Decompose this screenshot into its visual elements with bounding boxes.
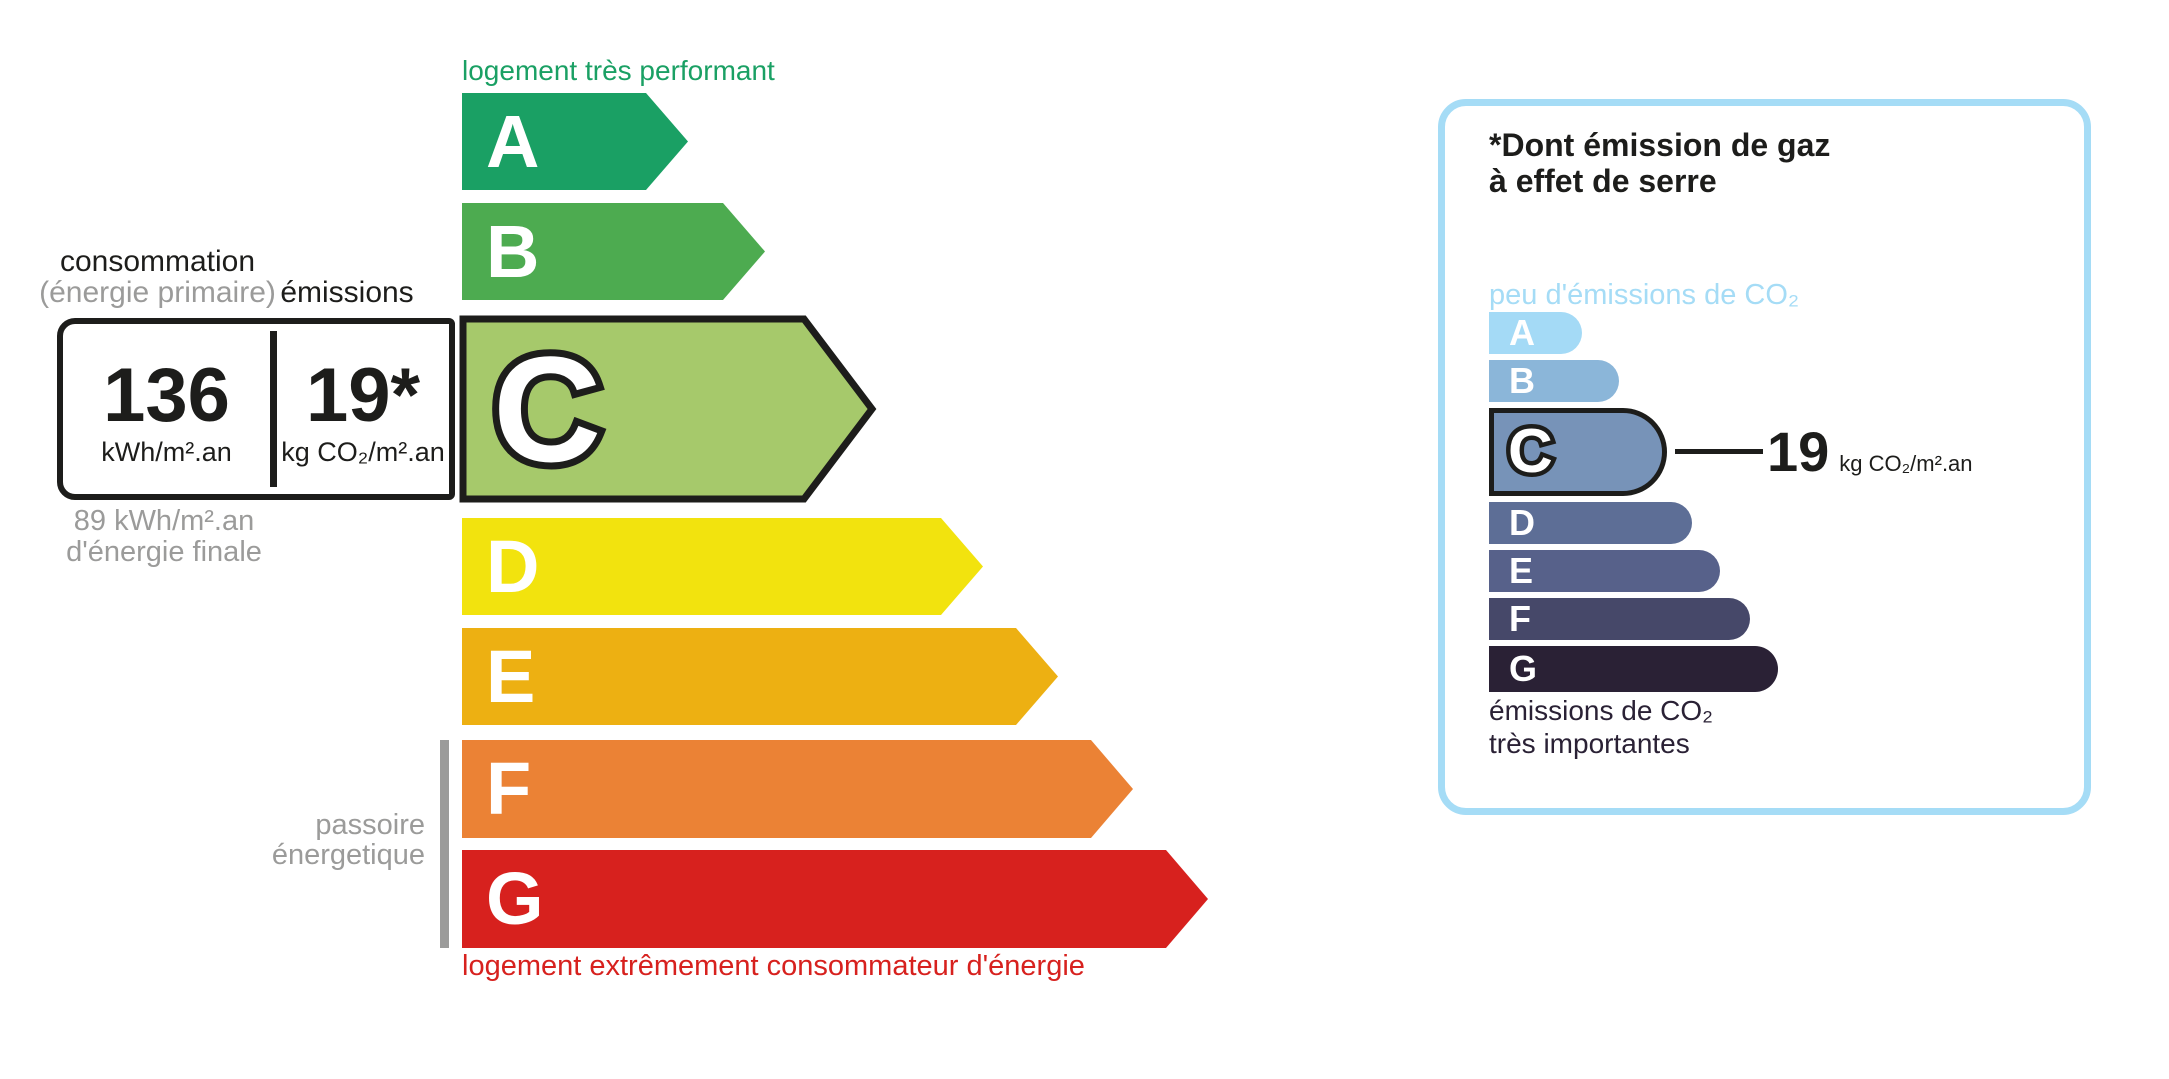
co2-class-bar-c-highlighted: C C [1489, 408, 1667, 496]
consumption-value: 136 [103, 353, 230, 438]
co2-class-bar-e: E [1489, 550, 1720, 592]
co2-value: 19 [1767, 420, 1830, 483]
energy-class-bar-c-highlighted: C C [459, 315, 879, 503]
readings-box [57, 318, 455, 500]
co2-value-connector [1675, 449, 1763, 454]
energy-class-letter: F [486, 747, 532, 830]
consumption-unit: kWh/m².an [101, 437, 232, 467]
co2-panel-title: *Dont émission de gaz à effet de serre [1489, 127, 1831, 199]
co2-class-letter: D [1509, 502, 1535, 543]
emissions-header: émissions [280, 276, 414, 309]
final-energy-note: 89 kWh/m².an d'énergie finale [66, 505, 262, 568]
co2-class-letter: B [1509, 360, 1535, 401]
energy-class-bar-e: E [462, 628, 1058, 725]
readings-box-divider [270, 331, 277, 487]
energy-class-letter: G [486, 857, 544, 940]
co2-low-emissions-label: peu d'émissions de CO₂ [1489, 279, 1800, 311]
current-co2-class-letter: C C [1504, 416, 1558, 487]
energy-class-letter: D [486, 524, 540, 608]
c-arrow-shape [459, 315, 877, 503]
consumption-header: consommation [59, 245, 256, 278]
emissions-value: 19* [305, 353, 421, 438]
co2-panel: *Dont émission de gaz à effet de serre p… [1438, 99, 2091, 815]
bottom-consumer-label: logement extrêmement consommateur d'éner… [462, 950, 1085, 982]
energy-class-bar-d: D [462, 518, 983, 615]
co2-class-bar-b: B [1489, 360, 1619, 402]
energy-sieve-label: passoire énergetique [271, 809, 425, 871]
energy-sieve-bracket [440, 740, 449, 948]
energy-class-bar-f: F [462, 740, 1133, 838]
co2-value-unit: kg CO₂/m².an [1839, 451, 1973, 476]
consumption-subheader: (énergie primaire) [39, 276, 276, 309]
energy-class-bar-a: A [462, 93, 688, 190]
co2-class-bar-a: A [1489, 312, 1582, 354]
co2-class-letter: G [1509, 648, 1538, 689]
co2-class-letter: E [1509, 550, 1534, 591]
co2-class-bar-g: G [1489, 646, 1778, 692]
energy-class-letter: A [486, 99, 540, 183]
co2-class-bar-f: F [1489, 598, 1750, 640]
co2-class-bar-d: D [1489, 502, 1692, 544]
energy-class-bar-b: B [462, 203, 765, 300]
top-performance-label: logement très performant [462, 55, 775, 86]
co2-class-letter: F [1509, 598, 1531, 639]
energy-class-letter: E [486, 634, 536, 718]
co2-reading: 19 kg CO₂/m².an [1767, 424, 1973, 480]
co2-class-letter: A [1509, 312, 1535, 353]
energy-class-letter: B [486, 209, 540, 293]
energy-class-bar-g: G [462, 850, 1208, 948]
co2-high-emissions-label: émissions de CO₂ très importantes [1489, 695, 1714, 759]
emissions-unit: kg CO₂/m².an [281, 437, 445, 467]
current-energy-class-letter: C C [486, 325, 608, 493]
